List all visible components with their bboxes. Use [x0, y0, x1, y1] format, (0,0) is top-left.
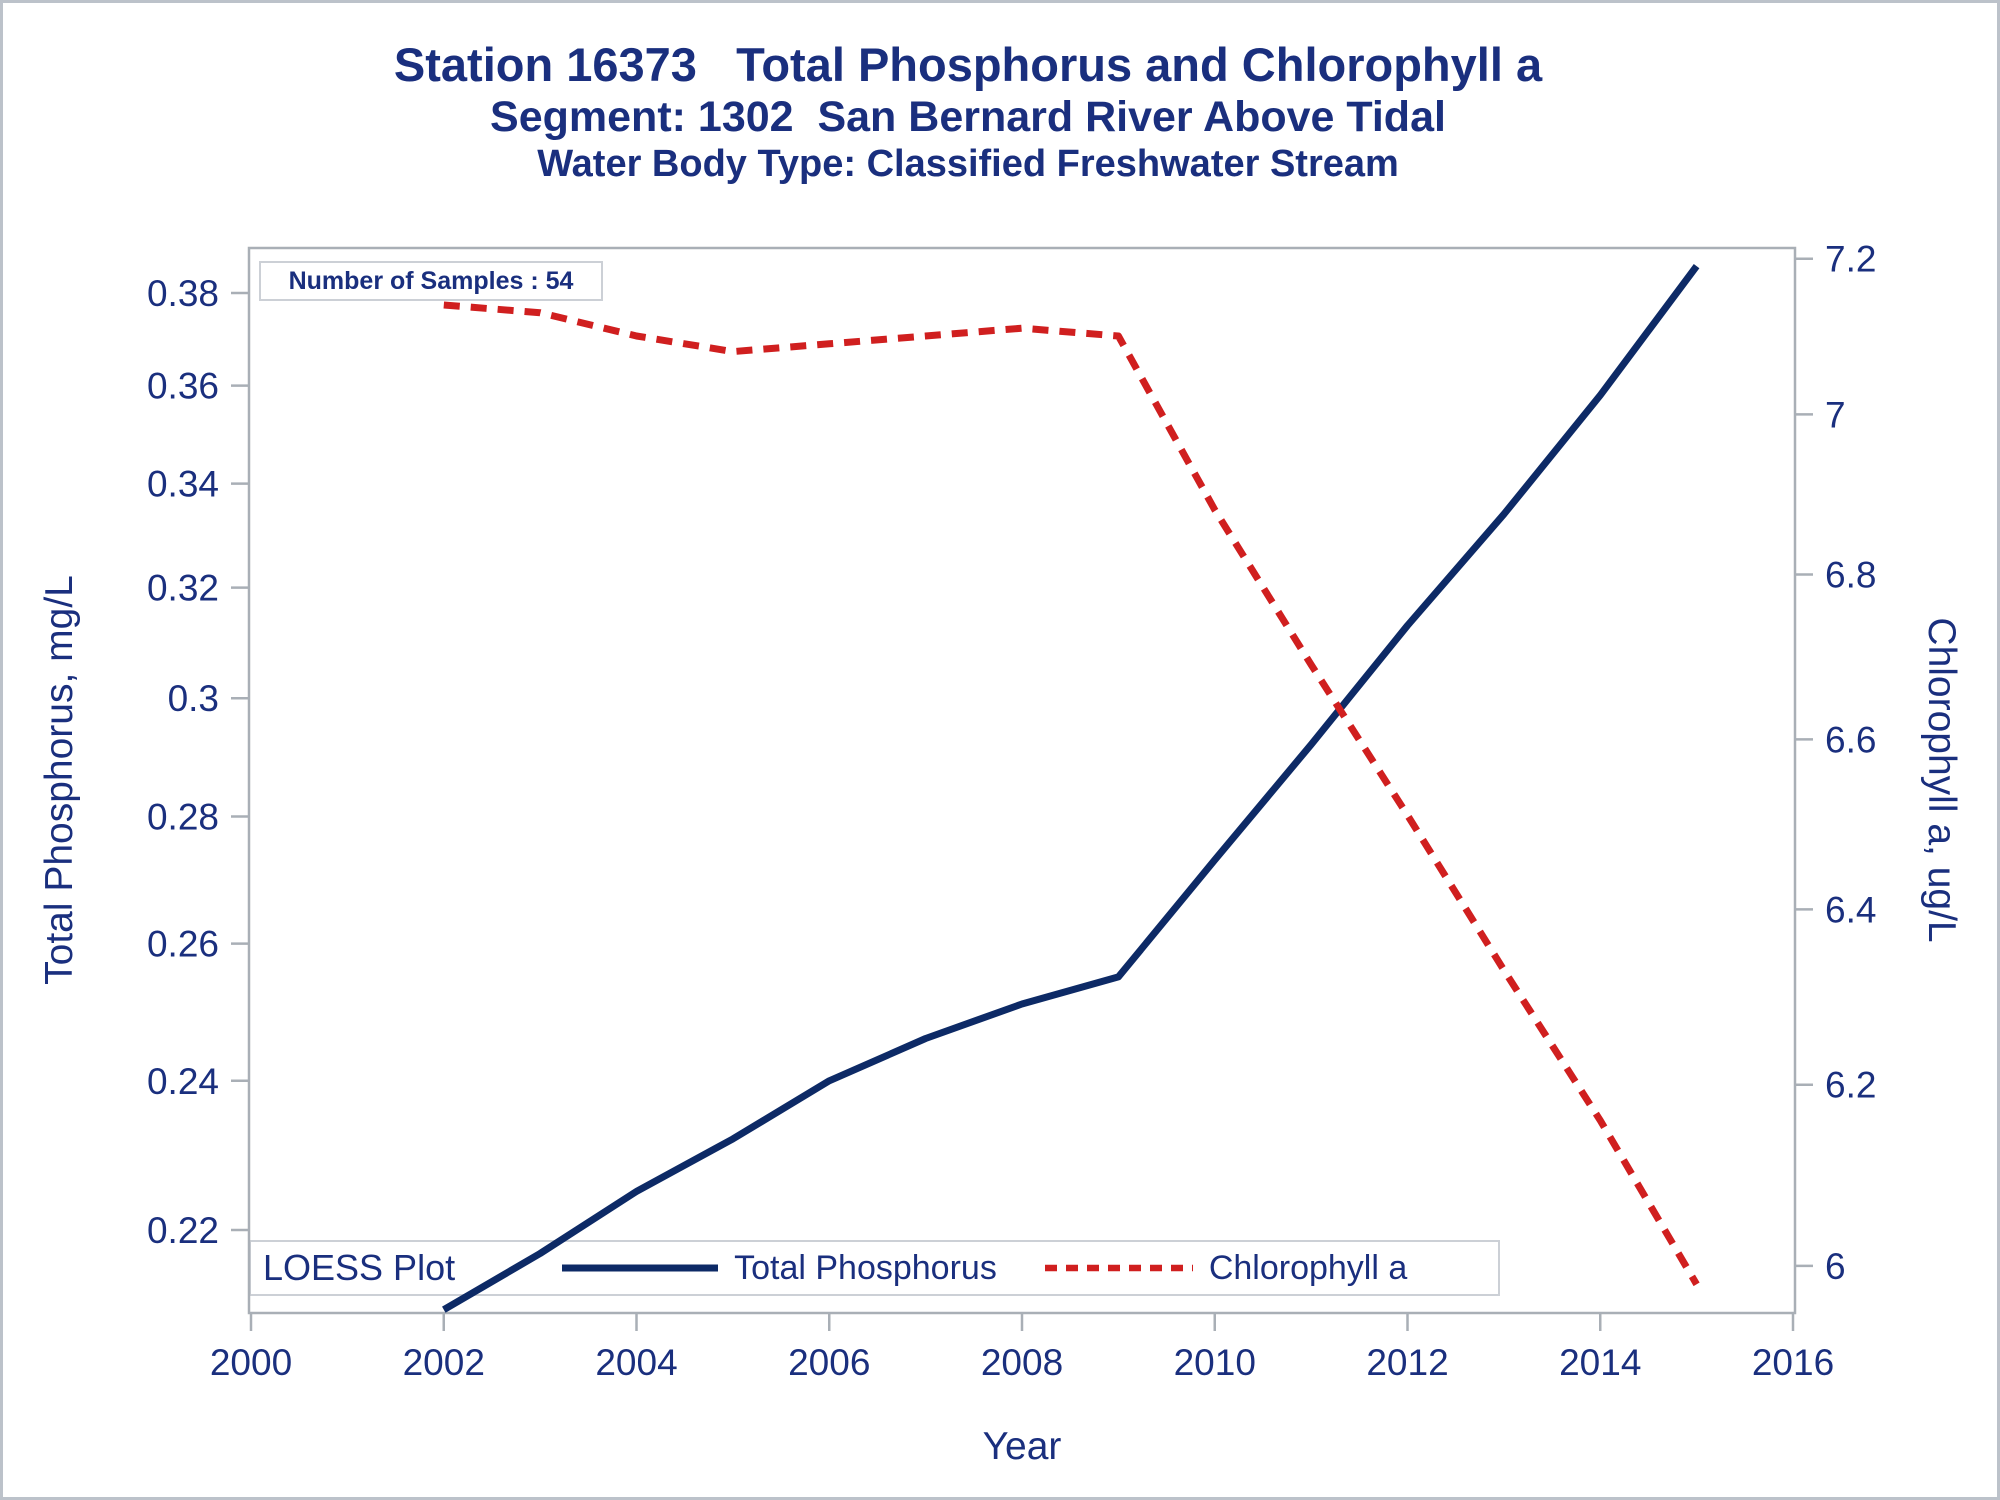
legend: LOESS Plot Total Phosphorus Chlorophyll … — [249, 1240, 1500, 1296]
legend-label-chlorophyll-a: Chlorophyll a — [1208, 1248, 1408, 1287]
chlorophyll-a-line-swatch — [1044, 1264, 1193, 1272]
x-tick-label: 2012 — [1366, 1342, 1448, 1383]
y-right-tick-label: 7 — [1825, 394, 1846, 435]
number-of-samples-box: Number of Samples : 54 — [259, 261, 603, 301]
x-tick-label: 2000 — [210, 1342, 292, 1383]
x-tick-label: 2006 — [788, 1342, 870, 1383]
chart-title: Station 16373 Total Phosphorus and Chlor… — [393, 38, 1543, 91]
y-left-tick-label: 0.34 — [147, 464, 219, 505]
x-tick-label: 2004 — [595, 1342, 677, 1383]
y-left-tick-label: 0.3 — [168, 678, 219, 719]
y-left-tick-label: 0.28 — [147, 796, 219, 837]
series-total-phosphorus-line — [442, 264, 1700, 1313]
y-left-tick-label: 0.32 — [147, 568, 219, 609]
y-right-tick-label: 6.8 — [1825, 554, 1876, 595]
y-right-tick-label: 6.2 — [1825, 1065, 1876, 1106]
legend-item-total-phosphorus: Total Phosphorus — [560, 1249, 997, 1288]
legend-label-total-phosphorus: Total Phosphorus — [734, 1248, 997, 1287]
y-right-tick-label: 6 — [1825, 1246, 1846, 1287]
y-left-tick-label: 0.22 — [147, 1210, 219, 1251]
legend-item-chlorophyll-a: Chlorophyll a — [1043, 1249, 1407, 1288]
plot-frame — [247, 246, 1797, 1315]
y-right-tick-label: 7.2 — [1825, 239, 1876, 280]
y-left-tick-label: 0.24 — [147, 1061, 219, 1102]
x-tick-label: 2002 — [403, 1342, 485, 1383]
x-axis-title: Year — [982, 1425, 1062, 1468]
y-right-tick-label: 6.6 — [1825, 719, 1876, 760]
y-left-axis-title: Total Phosphorus, mg/L — [38, 575, 81, 985]
series-chlorophyll-a-line — [443, 301, 1700, 1287]
y-left-tick-label: 0.36 — [147, 366, 219, 407]
y-right-tick-label: 6.4 — [1825, 889, 1876, 930]
total-phosphorus-line-swatch — [562, 1264, 719, 1272]
y-left-tick-label: 0.26 — [147, 924, 219, 965]
x-tick-label: 2010 — [1174, 1342, 1256, 1383]
x-tick-label: 2016 — [1752, 1342, 1834, 1383]
chart-subtitle-segment: Segment: 1302 San Bernard River Above Ti… — [490, 93, 1446, 141]
plot-svg: 0.38 0.36 0.34 0.32 0.3 0.28 0.26 0.24 0.22 7.2 7 6… — [147, 239, 1876, 1383]
chart-subtitle-waterbody: Water Body Type: Classified Freshwater S… — [537, 143, 1399, 185]
x-tick-label: 2008 — [981, 1342, 1063, 1383]
x-tick-label: 2014 — [1559, 1342, 1641, 1383]
y-right-axis-title: Chlorophyll a, ug/L — [1920, 617, 1963, 943]
legend-heading: LOESS Plot — [263, 1247, 456, 1288]
y-left-tick-label: 0.38 — [147, 273, 219, 314]
